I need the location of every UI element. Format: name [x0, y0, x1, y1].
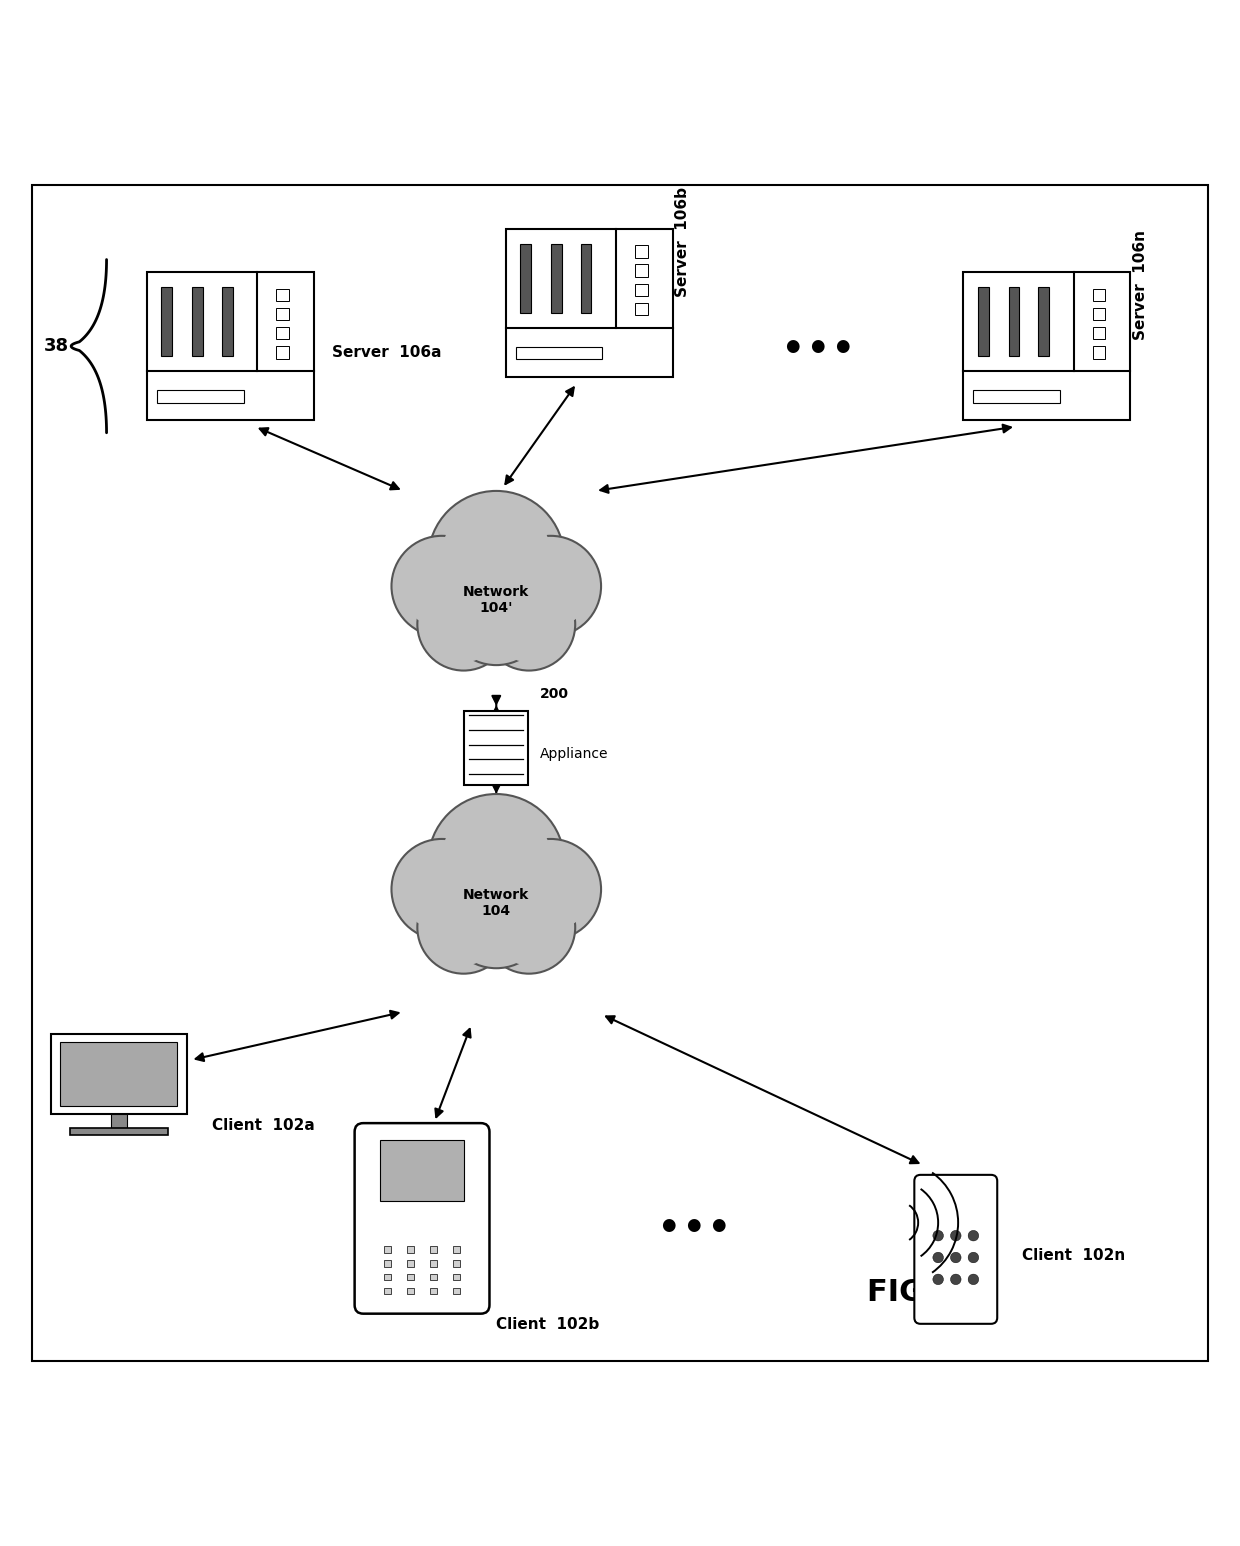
FancyBboxPatch shape: [355, 1122, 490, 1314]
Circle shape: [491, 586, 567, 662]
Bar: [384, 1274, 392, 1280]
Bar: [973, 390, 1060, 402]
Circle shape: [968, 1252, 978, 1263]
Circle shape: [401, 849, 484, 931]
Bar: [222, 288, 233, 357]
Bar: [407, 1274, 414, 1280]
Bar: [1092, 346, 1105, 359]
Bar: [1092, 308, 1105, 320]
Circle shape: [501, 536, 601, 637]
Text: Client  102a: Client 102a: [212, 1118, 315, 1133]
Circle shape: [510, 849, 591, 931]
Bar: [407, 1246, 414, 1252]
Circle shape: [392, 536, 492, 637]
Bar: [407, 1288, 414, 1294]
Bar: [978, 288, 988, 357]
Circle shape: [932, 1252, 944, 1263]
Bar: [635, 283, 647, 297]
Circle shape: [501, 839, 601, 940]
Text: Server  106a: Server 106a: [332, 345, 441, 360]
Circle shape: [491, 889, 567, 965]
Bar: [963, 272, 1131, 421]
Text: 38: 38: [45, 337, 69, 356]
Bar: [635, 246, 647, 258]
Bar: [277, 326, 289, 340]
Bar: [516, 346, 603, 359]
Circle shape: [932, 1231, 944, 1241]
Bar: [384, 1246, 392, 1252]
Bar: [110, 1113, 126, 1127]
Circle shape: [418, 881, 510, 974]
Bar: [580, 244, 591, 314]
Bar: [430, 1246, 438, 1252]
Circle shape: [392, 839, 492, 940]
Bar: [51, 1034, 187, 1113]
Bar: [69, 1127, 167, 1135]
Circle shape: [425, 889, 501, 965]
Circle shape: [440, 807, 552, 918]
Text: 200: 200: [539, 688, 569, 702]
Circle shape: [968, 1274, 978, 1285]
Bar: [506, 229, 672, 377]
Circle shape: [951, 1231, 961, 1241]
Bar: [161, 288, 172, 357]
Circle shape: [428, 492, 564, 628]
Bar: [277, 308, 289, 320]
Circle shape: [440, 502, 552, 615]
Circle shape: [401, 544, 484, 628]
Text: Appliance: Appliance: [539, 747, 608, 762]
Text: Client  102n: Client 102n: [1022, 1248, 1126, 1263]
Circle shape: [428, 795, 564, 931]
Circle shape: [418, 578, 510, 671]
Bar: [453, 1246, 460, 1252]
Circle shape: [932, 1274, 944, 1285]
Bar: [384, 1260, 392, 1266]
Circle shape: [445, 864, 548, 968]
Bar: [379, 1141, 464, 1201]
Bar: [1092, 289, 1105, 301]
Bar: [464, 711, 528, 785]
Circle shape: [454, 570, 538, 656]
Bar: [277, 289, 289, 301]
Bar: [453, 1288, 460, 1294]
Bar: [192, 288, 203, 357]
Circle shape: [951, 1252, 961, 1263]
Bar: [61, 1042, 177, 1107]
Bar: [1008, 288, 1019, 357]
Text: Client  102b: Client 102b: [496, 1317, 599, 1333]
Text: FIG. 1A: FIG. 1A: [867, 1279, 992, 1306]
Circle shape: [482, 881, 575, 974]
Bar: [430, 1260, 438, 1266]
Circle shape: [510, 544, 591, 628]
Text: ●  ●  ●: ● ● ●: [662, 1215, 727, 1234]
FancyBboxPatch shape: [914, 1175, 997, 1323]
Bar: [146, 272, 314, 421]
Text: Network
104: Network 104: [464, 887, 529, 918]
Bar: [156, 390, 243, 402]
Bar: [453, 1274, 460, 1280]
Text: Server  106n: Server 106n: [1133, 230, 1148, 340]
Bar: [453, 1260, 460, 1266]
Circle shape: [454, 873, 538, 959]
Circle shape: [445, 561, 548, 665]
Circle shape: [425, 586, 501, 662]
Bar: [430, 1274, 438, 1280]
Text: ●  ●  ●: ● ● ●: [786, 337, 851, 356]
Circle shape: [482, 578, 575, 671]
Text: Server  106b: Server 106b: [675, 187, 689, 297]
Bar: [1092, 326, 1105, 340]
Bar: [551, 244, 562, 314]
Bar: [277, 346, 289, 359]
Bar: [384, 1288, 392, 1294]
Bar: [520, 244, 531, 314]
Bar: [635, 303, 647, 315]
Bar: [430, 1288, 438, 1294]
Bar: [635, 264, 647, 277]
Circle shape: [968, 1231, 978, 1241]
Bar: [1038, 288, 1049, 357]
Bar: [407, 1260, 414, 1266]
Text: Network
104': Network 104': [464, 584, 529, 615]
Circle shape: [951, 1274, 961, 1285]
